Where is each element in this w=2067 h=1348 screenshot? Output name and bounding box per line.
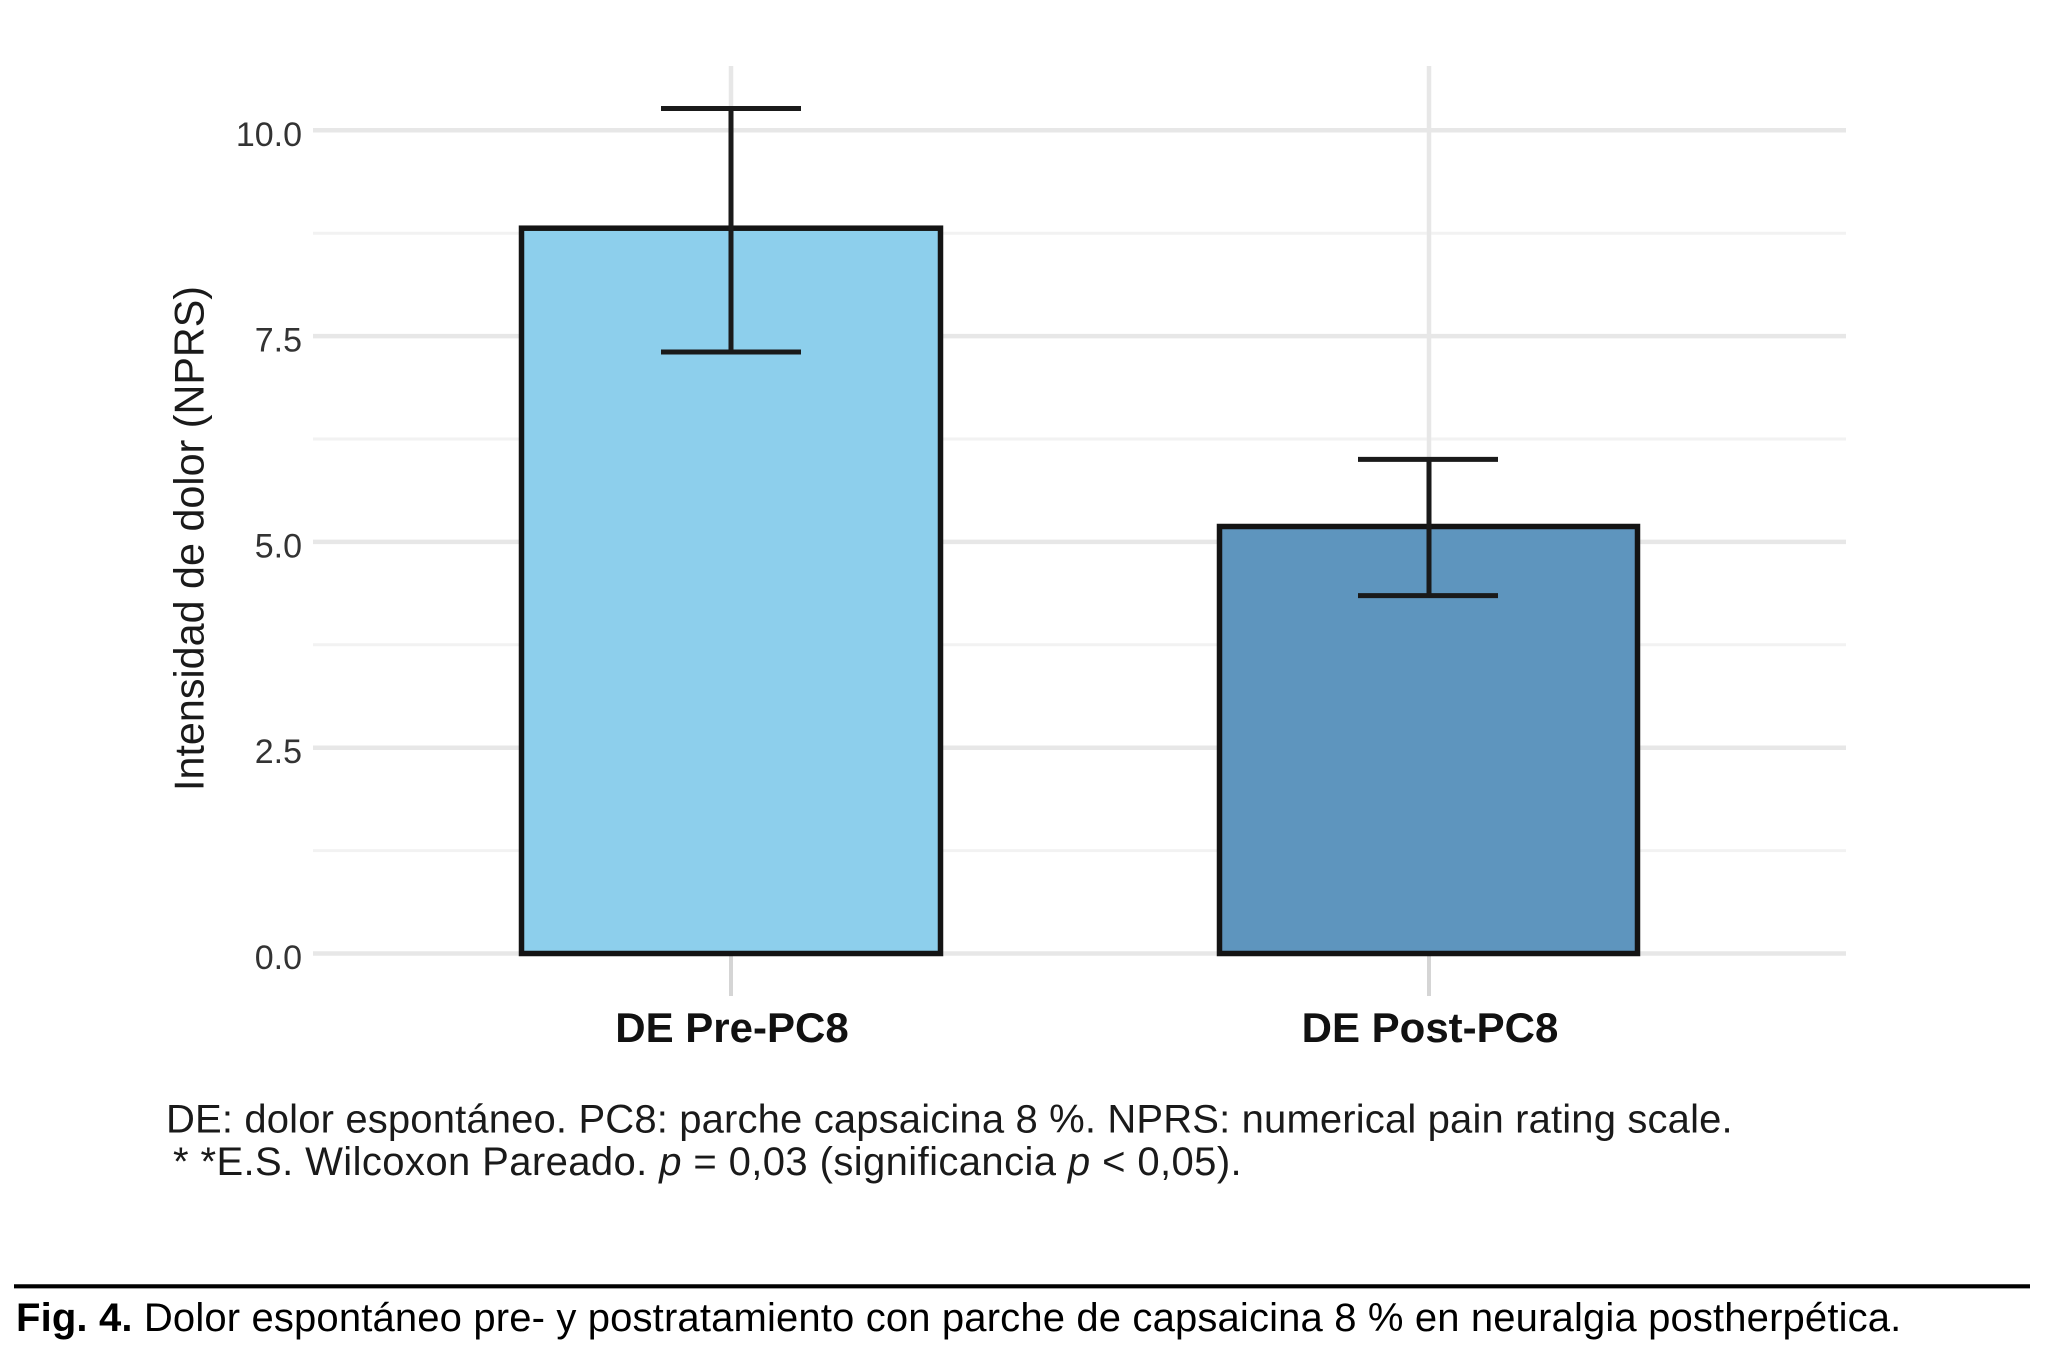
svg-text:DE Post-PC8: DE Post-PC8 (1302, 1004, 1559, 1051)
svg-text:Intensidad de dolor (NPRS): Intensidad de dolor (NPRS) (167, 286, 213, 791)
svg-text:10.0: 10.0 (236, 116, 302, 154)
svg-text:7.5: 7.5 (255, 322, 302, 360)
svg-text:2.5: 2.5 (255, 733, 302, 771)
svg-text:DE Pre-PC8: DE Pre-PC8 (615, 1004, 848, 1051)
svg-text:* *E.S. Wilcoxon Pareado. p =: * *E.S. Wilcoxon Pareado. p = 0,03 (sign… (173, 1140, 1242, 1184)
svg-text:Fig. 4. Dolor espontáneo pre-: Fig. 4. Dolor espontáneo pre- y postrata… (16, 1296, 1901, 1340)
svg-text:0.0: 0.0 (255, 939, 302, 977)
svg-text:5.0: 5.0 (255, 527, 302, 565)
svg-text:DE: dolor espontáneo. PC8: par: DE: dolor espontáneo. PC8: parche capsai… (166, 1098, 1733, 1142)
